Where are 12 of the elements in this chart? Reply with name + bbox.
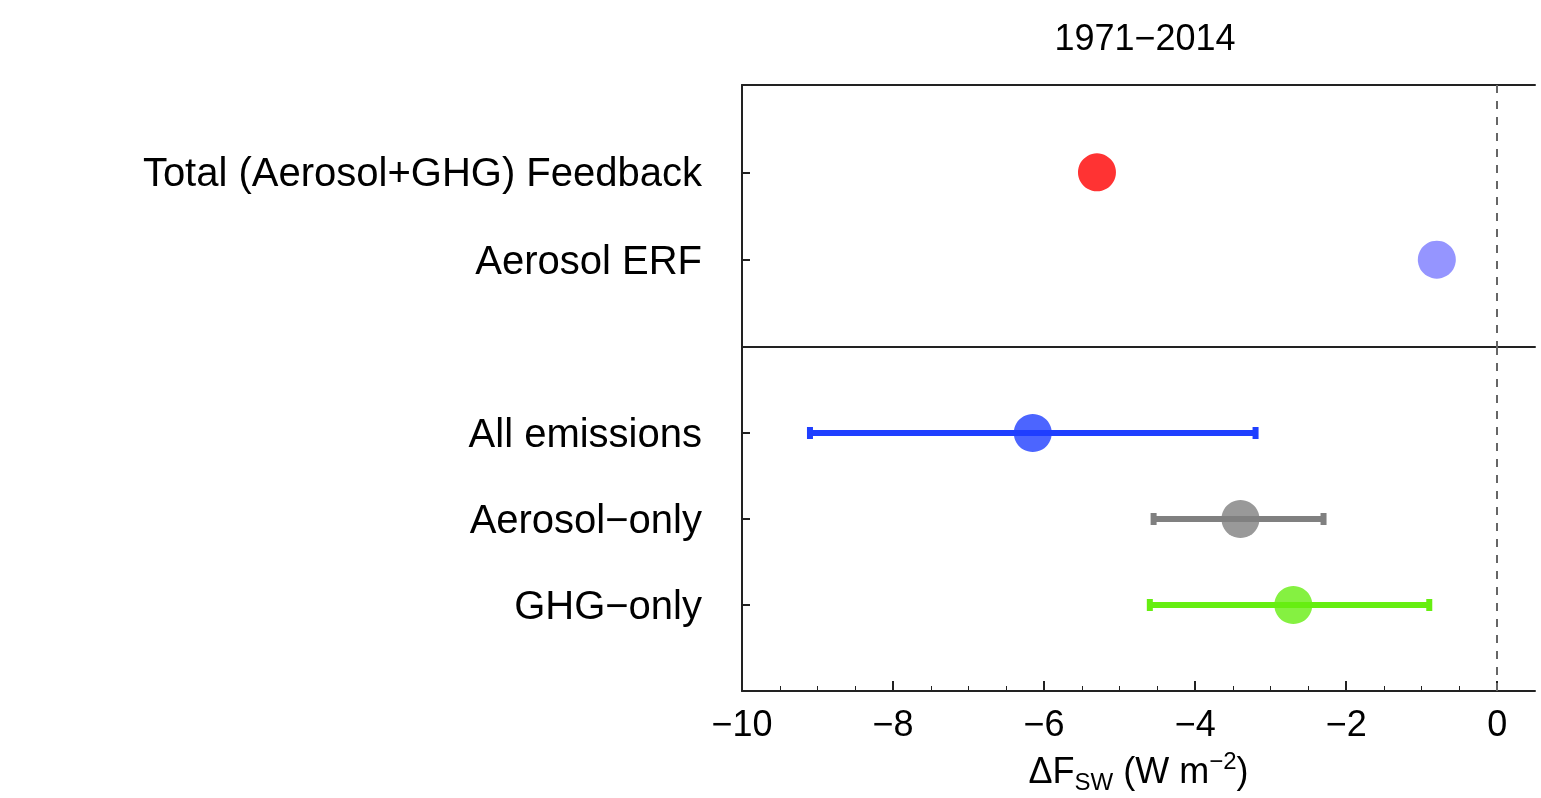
y-tick-label: Aerosol ERF xyxy=(475,237,702,282)
y-tick-label: All emissions xyxy=(468,411,702,455)
y-tick-label: Total (Aerosol+GHG) Feedback xyxy=(142,150,703,195)
x-tick-label: −6 xyxy=(1023,702,1065,744)
x-tick-label: −10 xyxy=(711,702,773,744)
y-tick-label: GHG−only xyxy=(514,583,702,627)
y-tick-label: Aerosol−only xyxy=(469,497,702,541)
x-tick-label: 0 xyxy=(1487,702,1508,744)
x-tick-label: −8 xyxy=(872,702,914,744)
x-tick-label: −4 xyxy=(1174,702,1216,744)
x-tick-label: −2 xyxy=(1325,702,1367,744)
chart-title: 1971−2014 xyxy=(1054,16,1236,58)
